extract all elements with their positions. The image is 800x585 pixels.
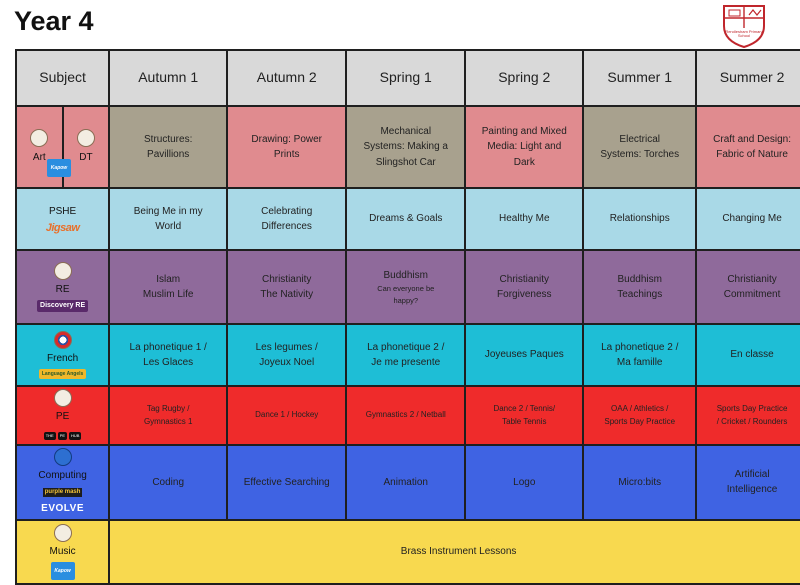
pe-hub-logo-icon: THE PE HUB <box>43 431 82 440</box>
school-crest: Rendlesham Primary School <box>720 4 768 49</box>
row-art-dt: Art DT Kapow Structures: Pavillions Drawi… <box>14 105 800 189</box>
crest-text: Rendlesham Primary School <box>725 29 763 38</box>
pshe-spring-1: Dreams & Goals <box>345 187 467 251</box>
subject-re-label: RE <box>55 284 70 296</box>
pe-spring-1: Gymnastics 2 / Netball <box>345 385 467 446</box>
header-row: Subject Autumn 1 Autumn 2 Spring 1 Sprin… <box>14 49 800 107</box>
subject-dt: DT <box>61 107 109 187</box>
subject-re: RE Discovery RE <box>14 249 111 325</box>
subject-music: Music Kapow <box>14 518 111 585</box>
french-autumn-2: Les legumes / Joyeux Noel <box>226 323 348 387</box>
art-badge-icon <box>30 128 49 147</box>
header-spring-1: Spring 1 <box>345 49 467 107</box>
row-pshe: PSHE Jigsaw Being Me in my World Celebrat… <box>14 187 800 251</box>
dt-badge-icon <box>76 128 95 147</box>
pshe-summer-1: Relationships <box>582 187 698 251</box>
art-autumn-2: Drawing: Power Prints <box>226 105 348 189</box>
language-angels-logo-icon: Language Angels <box>38 368 87 379</box>
subject-music-label: Music <box>49 546 76 558</box>
row-computing: Computing purple mash EVOLVE Coding Effe… <box>14 444 800 521</box>
computing-summer-2: Artificial Intelligence <box>695 444 800 521</box>
subject-computing: Computing purple mash EVOLVE <box>14 444 111 521</box>
header-spring-2: Spring 2 <box>464 49 585 107</box>
pe-summer-1: OAA / Athletics / Sports Day Practice <box>582 385 698 446</box>
header-summer-2: Summer 2 <box>695 49 800 107</box>
subject-pshe-label: PSHE <box>48 206 77 218</box>
discovery-re-logo-icon: Discovery RE <box>37 299 89 312</box>
art-autumn-1: Structures: Pavillions <box>108 105 229 189</box>
computing-autumn-2: Effective Searching <box>226 444 348 521</box>
header-summer-1: Summer 1 <box>582 49 698 107</box>
subject-pshe: PSHE Jigsaw <box>14 187 111 251</box>
computing-spring-1: Animation <box>345 444 467 521</box>
pe-spring-2: Dance 2 / Tennis/Table Tennis <box>464 385 585 446</box>
computing-badge-icon <box>53 448 72 466</box>
french-spring-2: Joyeuses Paques <box>464 323 585 387</box>
computing-summer-1: Micro:bits <box>582 444 698 521</box>
row-pe: PE THE PE HUB Tag Rugby / Gymnastics 1 Danc… <box>14 385 800 446</box>
re-spring-1: Buddhism Can everyone be happy? <box>345 249 467 325</box>
pe-summer-2: Sports Day Practice / Cricket / Rounders <box>695 385 800 446</box>
art-summer-2: Craft and Design: Fabric of Nature <box>695 105 800 189</box>
french-flag-icon <box>53 331 72 350</box>
kapow-logo-icon: Kapow <box>47 159 71 177</box>
music-all-year: Brass Instrument Lessons <box>108 518 800 585</box>
subject-art: Art <box>17 107 62 187</box>
pshe-autumn-2: Celebrating Differences <box>226 187 348 251</box>
jigsaw-logo-icon: Jigsaw <box>45 221 80 234</box>
subject-computing-label: Computing <box>38 470 87 481</box>
page-title: Year 4 <box>14 6 94 36</box>
music-badge-icon <box>53 524 72 543</box>
re-summer-1: Buddhism Teachings <box>582 249 698 325</box>
re-badge-icon <box>53 262 72 281</box>
re-autumn-2: Christianity The Nativity <box>226 249 348 325</box>
row-french: French Language Angels La phonetique 1 /… <box>14 323 800 387</box>
header-subject: Subject <box>14 49 111 107</box>
subject-french: French Language Angels <box>14 323 111 387</box>
re-summer-2: Christianity Commitment <box>695 249 800 325</box>
pshe-summer-2: Changing Me <box>695 187 800 251</box>
art-spring-2: Painting and Mixed Media: Light and Dark <box>464 105 585 189</box>
row-music: Music Kapow Brass Instrument Lessons <box>14 518 800 585</box>
subject-french-label: French <box>47 353 79 365</box>
evolve-logo-icon: EVOLVE <box>41 503 84 514</box>
re-autumn-1: Islam Muslim Life <box>108 249 229 325</box>
computing-spring-2: Logo <box>464 444 585 521</box>
pshe-spring-2: Healthy Me <box>464 187 585 251</box>
subject-art-dt: Art DT Kapow <box>14 105 111 189</box>
subject-pe-label: PE <box>55 411 70 422</box>
subject-dt-label: DT <box>79 151 93 163</box>
art-spring-1: Mechanical Systems: Making a Slingshot Car <box>345 105 467 189</box>
pe-badge-icon <box>53 389 72 407</box>
timetable-grid: Subject Autumn 1 Autumn 2 Spring 1 Sprin… <box>14 49 800 585</box>
art-summer-1: Electrical Systems: Torches <box>582 105 698 189</box>
crest-shield-icon <box>723 5 765 49</box>
purple-mash-logo-icon: purple mash <box>42 488 83 498</box>
header-autumn-1: Autumn 1 <box>108 49 229 107</box>
subject-art-label: Art <box>32 151 46 163</box>
pshe-autumn-1: Being Me in my World <box>108 187 229 251</box>
computing-autumn-1: Coding <box>108 444 229 521</box>
music-kapow-logo-icon: Kapow <box>50 561 75 580</box>
pe-autumn-2: Dance 1 / Hockey <box>226 385 348 446</box>
french-summer-2: En classe <box>695 323 800 387</box>
subject-pe: PE THE PE HUB <box>14 385 111 446</box>
pe-autumn-1: Tag Rugby / Gymnastics 1 <box>108 385 229 446</box>
french-spring-1: La phonetique 2 /Je me presente <box>345 323 467 387</box>
header-autumn-2: Autumn 2 <box>226 49 348 107</box>
french-autumn-1: La phonetique 1 /Les Glaces <box>108 323 229 387</box>
re-spring-2: Christianity Forgiveness <box>464 249 585 325</box>
french-summer-1: La phonetique 2 /Ma famille <box>582 323 698 387</box>
row-re: RE Discovery RE Islam Muslim Life Christi… <box>14 249 800 325</box>
